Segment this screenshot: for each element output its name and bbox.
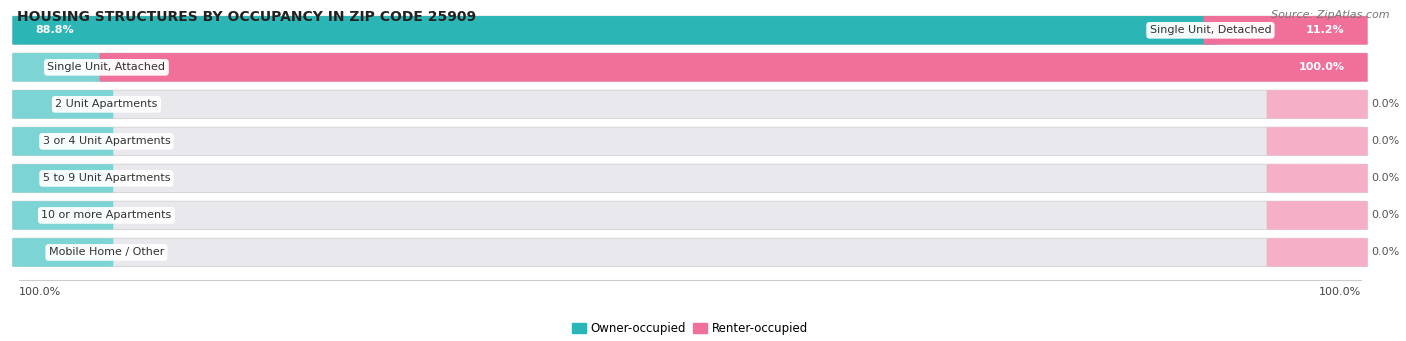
Legend: Owner-occupied, Renter-occupied: Owner-occupied, Renter-occupied <box>567 317 813 340</box>
FancyBboxPatch shape <box>1267 164 1368 193</box>
Text: 0.0%: 0.0% <box>67 248 96 257</box>
FancyBboxPatch shape <box>1267 127 1368 155</box>
Text: 10 or more Apartments: 10 or more Apartments <box>41 210 172 220</box>
Text: 2 Unit Apartments: 2 Unit Apartments <box>55 99 157 109</box>
FancyBboxPatch shape <box>13 164 1368 193</box>
FancyBboxPatch shape <box>13 164 114 193</box>
Text: 11.2%: 11.2% <box>1306 25 1344 35</box>
Text: 0.0%: 0.0% <box>1372 136 1400 146</box>
Text: 0.0%: 0.0% <box>1372 99 1400 109</box>
Text: 0.0%: 0.0% <box>1372 248 1400 257</box>
Text: 100.0%: 100.0% <box>20 287 62 297</box>
FancyBboxPatch shape <box>13 90 114 119</box>
Text: Single Unit, Attached: Single Unit, Attached <box>48 62 166 72</box>
Text: Single Unit, Detached: Single Unit, Detached <box>1150 25 1271 35</box>
FancyBboxPatch shape <box>13 90 1368 119</box>
FancyBboxPatch shape <box>1267 201 1368 230</box>
Text: 0.0%: 0.0% <box>67 62 96 72</box>
FancyBboxPatch shape <box>100 53 1368 81</box>
Text: 0.0%: 0.0% <box>67 136 96 146</box>
Text: Mobile Home / Other: Mobile Home / Other <box>49 248 165 257</box>
Text: 0.0%: 0.0% <box>1372 173 1400 183</box>
Text: 0.0%: 0.0% <box>67 210 96 220</box>
Text: 100.0%: 100.0% <box>1319 287 1361 297</box>
FancyBboxPatch shape <box>13 53 114 81</box>
Text: 0.0%: 0.0% <box>1372 210 1400 220</box>
FancyBboxPatch shape <box>13 201 114 230</box>
FancyBboxPatch shape <box>13 127 1368 155</box>
FancyBboxPatch shape <box>13 16 1218 45</box>
Text: 88.8%: 88.8% <box>35 25 75 35</box>
FancyBboxPatch shape <box>1267 90 1368 119</box>
Text: Source: ZipAtlas.com: Source: ZipAtlas.com <box>1271 10 1389 20</box>
Text: 100.0%: 100.0% <box>1298 62 1344 72</box>
FancyBboxPatch shape <box>1267 238 1368 267</box>
FancyBboxPatch shape <box>13 238 114 267</box>
FancyBboxPatch shape <box>13 127 114 155</box>
FancyBboxPatch shape <box>13 16 1368 45</box>
Text: 3 or 4 Unit Apartments: 3 or 4 Unit Apartments <box>42 136 170 146</box>
Text: 0.0%: 0.0% <box>67 173 96 183</box>
FancyBboxPatch shape <box>13 201 1368 230</box>
Text: 5 to 9 Unit Apartments: 5 to 9 Unit Apartments <box>42 173 170 183</box>
FancyBboxPatch shape <box>1204 16 1368 45</box>
Text: 0.0%: 0.0% <box>67 99 96 109</box>
Text: HOUSING STRUCTURES BY OCCUPANCY IN ZIP CODE 25909: HOUSING STRUCTURES BY OCCUPANCY IN ZIP C… <box>17 10 477 24</box>
FancyBboxPatch shape <box>13 238 1368 267</box>
FancyBboxPatch shape <box>13 53 1368 81</box>
